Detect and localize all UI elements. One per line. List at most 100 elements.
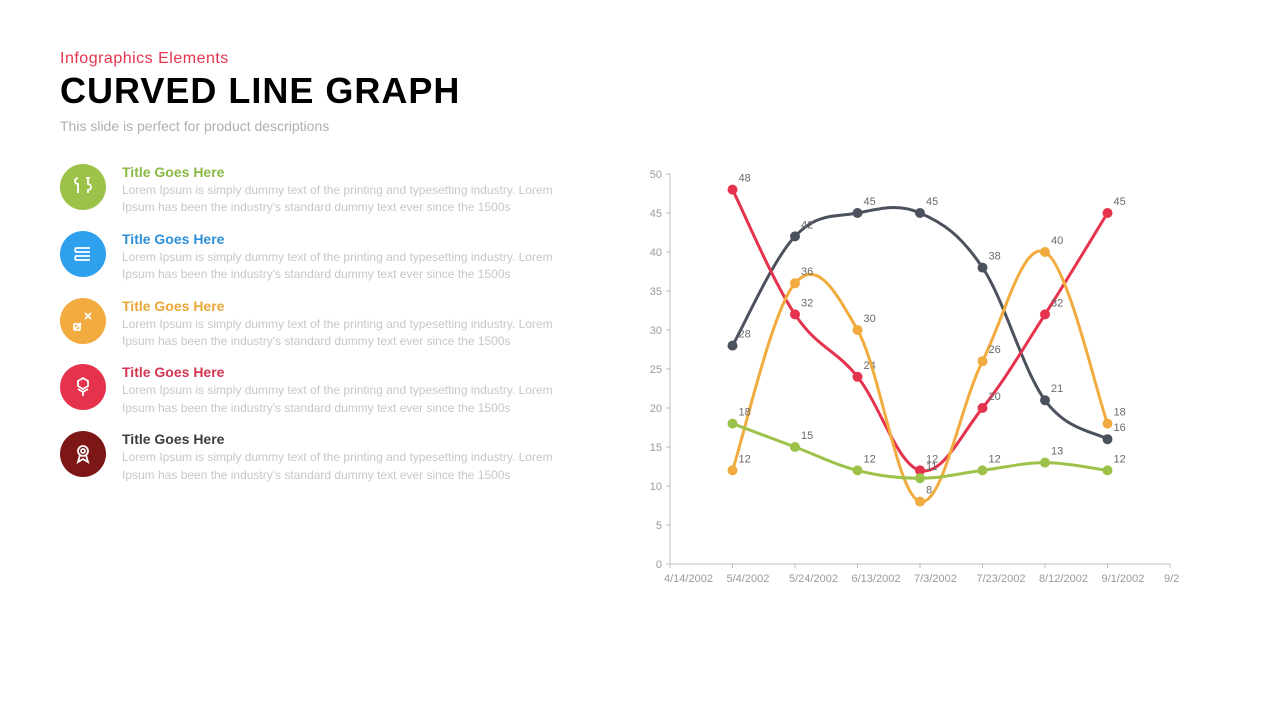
value-label: 11	[926, 461, 937, 473]
data-point	[1103, 434, 1113, 444]
item-title: Title Goes Here	[122, 364, 580, 380]
value-label: 18	[739, 407, 751, 419]
value-label: 18	[1114, 407, 1126, 419]
svg-text:10: 10	[650, 481, 662, 493]
svg-text:5: 5	[656, 520, 662, 532]
svg-text:9/1/2002: 9/1/2002	[1102, 573, 1145, 585]
value-label: 30	[864, 313, 876, 325]
item-body: Lorem Ipsum is simply dummy text of the …	[122, 249, 580, 284]
value-label: 48	[739, 173, 751, 185]
item-text: Title Goes Here Lorem Ipsum is simply du…	[122, 231, 580, 284]
data-point	[1103, 465, 1113, 475]
item-body: Lorem Ipsum is simply dummy text of the …	[122, 316, 580, 351]
items-list: Title Goes Here Lorem Ipsum is simply du…	[60, 164, 580, 604]
svg-text:0: 0	[656, 559, 662, 571]
svg-text:30: 30	[650, 325, 662, 337]
svg-text:15: 15	[650, 442, 662, 454]
item-title: Title Goes Here	[122, 231, 580, 247]
svg-text:25: 25	[650, 364, 662, 376]
data-point	[790, 278, 800, 288]
kicker: Infographics Elements	[60, 50, 1220, 68]
data-point	[978, 263, 988, 273]
value-label: 28	[739, 329, 751, 341]
svg-text:5/24/2002: 5/24/2002	[789, 573, 838, 585]
tools-icon	[60, 164, 106, 210]
value-label: 38	[989, 251, 1001, 263]
value-label: 45	[926, 196, 938, 208]
item-body: Lorem Ipsum is simply dummy text of the …	[122, 182, 580, 217]
data-point	[853, 465, 863, 475]
value-label: 12	[989, 453, 1001, 465]
data-point	[790, 231, 800, 241]
item-text: Title Goes Here Lorem Ipsum is simply du…	[122, 164, 580, 217]
data-point	[1040, 309, 1050, 319]
value-label: 40	[1051, 235, 1063, 247]
value-label: 15	[801, 430, 813, 442]
value-label: 32	[801, 297, 813, 309]
data-point	[853, 325, 863, 335]
data-point	[1103, 419, 1113, 429]
series-red	[733, 190, 1108, 471]
list-item: Title Goes Here Lorem Ipsum is simply du…	[60, 364, 580, 417]
data-point	[1040, 247, 1050, 257]
data-point	[728, 341, 738, 351]
value-label: 36	[801, 266, 813, 278]
value-label: 21	[1051, 383, 1063, 395]
list-item: Title Goes Here Lorem Ipsum is simply du…	[60, 298, 580, 351]
item-title: Title Goes Here	[122, 298, 580, 314]
list-item: Title Goes Here Lorem Ipsum is simply du…	[60, 431, 580, 484]
value-label: 20	[989, 391, 1001, 403]
svg-text:40: 40	[650, 247, 662, 259]
data-point	[853, 208, 863, 218]
value-label: 12	[1114, 453, 1126, 465]
item-text: Title Goes Here Lorem Ipsum is simply du…	[122, 431, 580, 484]
svg-text:50: 50	[650, 169, 662, 181]
data-point	[915, 208, 925, 218]
item-text: Title Goes Here Lorem Ipsum is simply du…	[122, 298, 580, 351]
curved-line-chart: 0 5 10 15 20 25 30 35 40 45 50 4/14/2002 5/4/2002 5/2…	[620, 164, 1180, 604]
svg-text:4/14/2002: 4/14/2002	[664, 573, 713, 585]
value-label: 45	[1114, 196, 1126, 208]
svg-text:35: 35	[650, 286, 662, 298]
data-point	[1040, 458, 1050, 468]
list-item: Title Goes Here Lorem Ipsum is simply du…	[60, 164, 580, 217]
subtitle: This slide is perfect for product descri…	[60, 118, 1220, 134]
data-point	[978, 465, 988, 475]
value-label: 13	[1051, 446, 1063, 458]
data-point	[1103, 208, 1113, 218]
books-icon	[60, 231, 106, 277]
data-point	[915, 473, 925, 483]
chart-svg: 0 5 10 15 20 25 30 35 40 45 50 4/14/2002 5/4/2002 5/2…	[620, 164, 1180, 604]
svg-text:7/3/2002: 7/3/2002	[914, 573, 957, 585]
svg-text:9/21/2002: 9/21/2002	[1164, 573, 1180, 585]
cubes-icon	[60, 364, 106, 410]
item-text: Title Goes Here Lorem Ipsum is simply du…	[122, 364, 580, 417]
value-label: 45	[864, 196, 876, 208]
tools2-icon	[60, 298, 106, 344]
svg-text:6/13/2002: 6/13/2002	[852, 573, 901, 585]
data-point	[978, 356, 988, 366]
value-label: 32	[1051, 297, 1063, 309]
item-title: Title Goes Here	[122, 431, 580, 447]
content-row: Title Goes Here Lorem Ipsum is simply du…	[60, 164, 1220, 604]
value-label: 12	[864, 453, 876, 465]
data-point	[790, 309, 800, 319]
value-label: 26	[989, 344, 1001, 356]
chart-panel: 0 5 10 15 20 25 30 35 40 45 50 4/14/2002 5/4/2002 5/2…	[620, 164, 1220, 604]
value-label: 42	[801, 219, 813, 231]
data-point	[790, 442, 800, 452]
page-title: CURVED LINE GRAPH	[60, 70, 1220, 112]
data-point	[728, 185, 738, 195]
data-point	[978, 403, 988, 413]
svg-text:20: 20	[650, 403, 662, 415]
slide-root: Infographics Elements CURVED LINE GRAPH …	[0, 0, 1280, 720]
data-point	[853, 372, 863, 382]
data-point	[728, 419, 738, 429]
list-item: Title Goes Here Lorem Ipsum is simply du…	[60, 231, 580, 284]
value-label: 12	[739, 453, 751, 465]
data-point	[915, 497, 925, 507]
award-icon	[60, 431, 106, 477]
item-body: Lorem Ipsum is simply dummy text of the …	[122, 449, 580, 484]
value-label: 16	[1114, 422, 1126, 434]
svg-text:5/4/2002: 5/4/2002	[727, 573, 770, 585]
